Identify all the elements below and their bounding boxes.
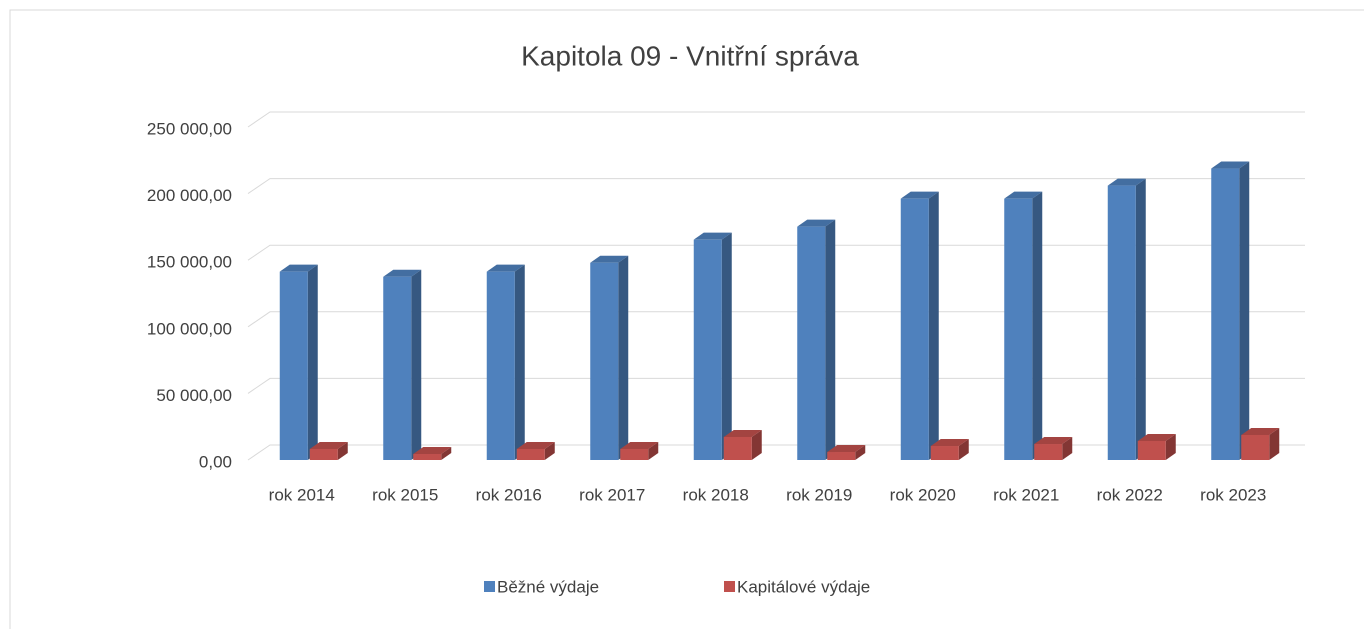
bar-side	[1062, 437, 1073, 460]
bar	[900, 198, 929, 460]
bar	[1107, 185, 1136, 460]
grid-line	[247, 377, 1305, 394]
grid-line	[247, 311, 1305, 328]
bar-side	[958, 439, 969, 460]
chart-title: Kapitola 09 - Vnitřní správa	[521, 40, 859, 71]
legend-swatch	[724, 581, 735, 592]
bar-top	[827, 445, 866, 453]
bar	[797, 226, 826, 460]
x-tick-label: rok 2023	[1200, 485, 1266, 504]
bar-side	[1269, 427, 1280, 460]
bar-side	[618, 255, 629, 460]
grid-line	[247, 111, 1305, 128]
bar-side	[337, 441, 348, 460]
bar-side	[514, 264, 525, 460]
x-tick-label: rok 2016	[476, 485, 542, 504]
y-tick-label: 150 000,00	[147, 253, 232, 272]
bar-top	[413, 447, 452, 455]
y-tick-label: 50 000,00	[156, 386, 232, 405]
x-tick-label: rok 2014	[269, 485, 335, 504]
bar-side	[648, 441, 659, 460]
bar-top	[279, 264, 318, 272]
legend-label: Kapitálové výdaje	[737, 577, 870, 596]
x-tick-label: rok 2018	[683, 485, 749, 504]
bar-side	[928, 191, 939, 460]
bar-top	[1241, 427, 1280, 435]
bar	[620, 448, 649, 460]
bar-top	[486, 264, 525, 272]
bar-side	[855, 445, 866, 460]
bar	[383, 276, 412, 460]
grid-line	[247, 244, 1305, 261]
y-tick-label: 100 000,00	[147, 319, 232, 338]
bar	[1211, 168, 1240, 460]
bar-side	[1032, 191, 1043, 460]
bar-side	[751, 429, 762, 460]
y-tick-label: 250 000,00	[147, 119, 232, 138]
bar-top	[516, 441, 555, 449]
y-tick-label: 200 000,00	[147, 186, 232, 205]
bar-side	[1165, 433, 1176, 460]
bar	[1004, 198, 1033, 460]
bar-top	[693, 232, 732, 240]
bar-top	[1211, 161, 1250, 169]
y-tick-label: 0,00	[199, 452, 232, 471]
bar	[486, 271, 515, 460]
bar-side	[1239, 161, 1250, 460]
legend-swatch	[484, 581, 495, 592]
bar-side	[441, 447, 452, 460]
bar-side	[825, 219, 836, 460]
bar-side	[1135, 178, 1146, 460]
x-tick-label: rok 2022	[1097, 485, 1163, 504]
bar-top	[1004, 191, 1043, 199]
grid-line	[247, 178, 1305, 195]
bar	[1034, 444, 1063, 460]
bar	[279, 271, 308, 460]
bar-top	[797, 219, 836, 227]
bar-top	[309, 441, 348, 449]
bar	[693, 239, 722, 460]
bar-top	[383, 269, 422, 277]
chart-frame	[9, 9, 1364, 629]
bar	[413, 454, 442, 460]
legend-label: Běžné výdaje	[497, 577, 599, 596]
bar	[309, 448, 338, 460]
bar-top	[1137, 433, 1176, 441]
bar-top	[900, 191, 939, 199]
bar	[930, 446, 959, 460]
bar-top	[1034, 437, 1073, 445]
bar	[723, 436, 752, 460]
x-tick-label: rok 2021	[993, 485, 1059, 504]
bar	[516, 448, 545, 460]
x-tick-label: rok 2020	[890, 485, 956, 504]
bar-side	[411, 269, 422, 460]
x-tick-label: rok 2017	[579, 485, 645, 504]
bar	[590, 262, 619, 460]
bar	[1241, 434, 1270, 460]
x-tick-label: rok 2019	[786, 485, 852, 504]
bar-top	[1107, 178, 1146, 186]
bar	[827, 452, 856, 460]
bar-top	[930, 439, 969, 447]
bar-top	[590, 255, 629, 263]
bar-top	[620, 441, 659, 449]
x-tick-label: rok 2015	[372, 485, 438, 504]
bar-side	[544, 441, 555, 460]
bar	[1137, 440, 1166, 460]
bar-side	[721, 232, 732, 460]
bar-top	[723, 429, 762, 437]
bar-side	[307, 264, 318, 460]
